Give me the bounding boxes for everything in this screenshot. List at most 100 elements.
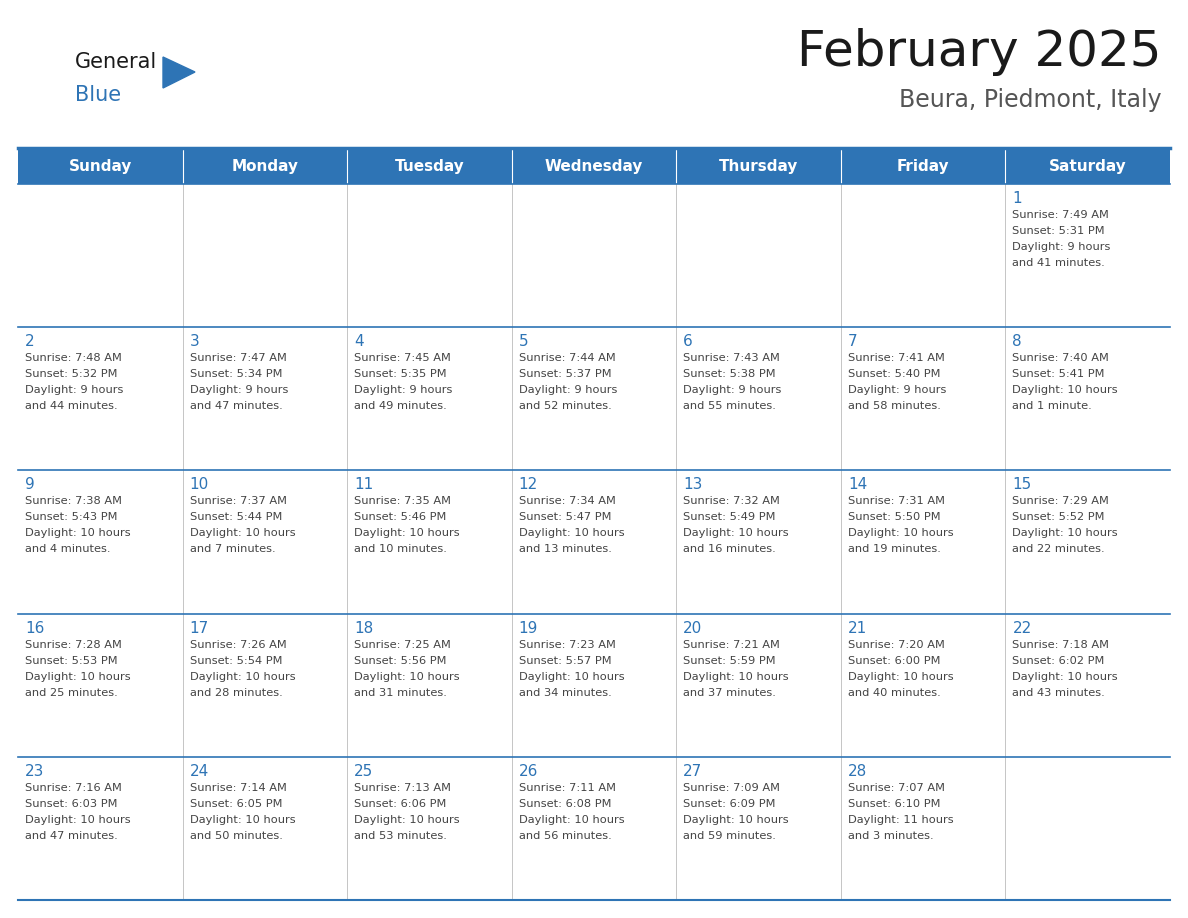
Text: 4: 4 (354, 334, 364, 349)
Text: Saturday: Saturday (1049, 159, 1126, 174)
Text: Sunset: 6:10 PM: Sunset: 6:10 PM (848, 799, 941, 809)
Text: Sunset: 5:31 PM: Sunset: 5:31 PM (1012, 226, 1105, 236)
Text: 13: 13 (683, 477, 702, 492)
Text: and 37 minutes.: and 37 minutes. (683, 688, 776, 698)
Text: 24: 24 (190, 764, 209, 778)
Text: Daylight: 9 hours: Daylight: 9 hours (848, 386, 946, 396)
Text: Daylight: 9 hours: Daylight: 9 hours (354, 386, 453, 396)
Text: 19: 19 (519, 621, 538, 635)
Text: Sunset: 5:40 PM: Sunset: 5:40 PM (848, 369, 941, 379)
Bar (676, 148, 841, 184)
Text: Sunset: 5:59 PM: Sunset: 5:59 PM (683, 655, 776, 666)
Bar (347, 184, 512, 327)
Text: Sunrise: 7:16 AM: Sunrise: 7:16 AM (25, 783, 122, 793)
Text: Sunrise: 7:37 AM: Sunrise: 7:37 AM (190, 497, 286, 507)
Bar (841, 148, 1005, 184)
Text: and 58 minutes.: and 58 minutes. (848, 401, 941, 411)
Text: Daylight: 11 hours: Daylight: 11 hours (848, 815, 954, 824)
Text: and 7 minutes.: and 7 minutes. (190, 544, 276, 554)
Bar (1005, 470, 1170, 613)
Bar (841, 470, 1005, 613)
Text: Daylight: 10 hours: Daylight: 10 hours (190, 529, 295, 538)
Bar (347, 148, 512, 184)
Text: Sunrise: 7:44 AM: Sunrise: 7:44 AM (519, 353, 615, 364)
Bar (183, 184, 347, 327)
Text: Daylight: 10 hours: Daylight: 10 hours (519, 815, 625, 824)
Text: and 4 minutes.: and 4 minutes. (25, 544, 110, 554)
Text: Sunday: Sunday (69, 159, 132, 174)
Text: Sunset: 6:06 PM: Sunset: 6:06 PM (354, 799, 447, 809)
Bar (841, 327, 1005, 470)
Text: Tuesday: Tuesday (394, 159, 465, 174)
Text: Sunrise: 7:48 AM: Sunrise: 7:48 AM (25, 353, 122, 364)
Bar (183, 148, 347, 184)
Text: Daylight: 10 hours: Daylight: 10 hours (25, 529, 131, 538)
Text: and 49 minutes.: and 49 minutes. (354, 401, 447, 411)
Text: Daylight: 9 hours: Daylight: 9 hours (1012, 242, 1111, 252)
Text: and 52 minutes.: and 52 minutes. (519, 401, 612, 411)
Text: 22: 22 (1012, 621, 1031, 635)
Text: Sunset: 5:56 PM: Sunset: 5:56 PM (354, 655, 447, 666)
Text: February 2025: February 2025 (797, 28, 1162, 76)
Text: and 10 minutes.: and 10 minutes. (354, 544, 447, 554)
Text: Daylight: 10 hours: Daylight: 10 hours (683, 815, 789, 824)
Text: Daylight: 10 hours: Daylight: 10 hours (190, 815, 295, 824)
Text: Sunrise: 7:43 AM: Sunrise: 7:43 AM (683, 353, 781, 364)
Bar (676, 184, 841, 327)
Bar (347, 613, 512, 756)
Text: 15: 15 (1012, 477, 1031, 492)
Text: Blue: Blue (75, 85, 121, 105)
Text: Sunrise: 7:49 AM: Sunrise: 7:49 AM (1012, 210, 1110, 220)
Text: Sunrise: 7:28 AM: Sunrise: 7:28 AM (25, 640, 122, 650)
Text: and 19 minutes.: and 19 minutes. (848, 544, 941, 554)
Text: Sunset: 5:52 PM: Sunset: 5:52 PM (1012, 512, 1105, 522)
Text: Sunrise: 7:29 AM: Sunrise: 7:29 AM (1012, 497, 1110, 507)
Text: and 56 minutes.: and 56 minutes. (519, 831, 612, 841)
Text: 5: 5 (519, 334, 529, 349)
Text: Sunrise: 7:20 AM: Sunrise: 7:20 AM (848, 640, 944, 650)
Text: 23: 23 (25, 764, 44, 778)
Text: Sunset: 5:34 PM: Sunset: 5:34 PM (190, 369, 282, 379)
Text: Friday: Friday (897, 159, 949, 174)
Bar (183, 327, 347, 470)
Text: Sunset: 5:47 PM: Sunset: 5:47 PM (519, 512, 611, 522)
Text: and 25 minutes.: and 25 minutes. (25, 688, 118, 698)
Text: Sunset: 5:50 PM: Sunset: 5:50 PM (848, 512, 941, 522)
Text: and 47 minutes.: and 47 minutes. (25, 831, 118, 841)
Text: 1: 1 (1012, 191, 1022, 206)
Text: Sunrise: 7:47 AM: Sunrise: 7:47 AM (190, 353, 286, 364)
Text: Daylight: 10 hours: Daylight: 10 hours (354, 672, 460, 681)
Text: Daylight: 10 hours: Daylight: 10 hours (1012, 672, 1118, 681)
Text: 6: 6 (683, 334, 693, 349)
Bar (183, 470, 347, 613)
Text: Sunrise: 7:18 AM: Sunrise: 7:18 AM (1012, 640, 1110, 650)
Text: Sunrise: 7:38 AM: Sunrise: 7:38 AM (25, 497, 122, 507)
Text: Beura, Piedmont, Italy: Beura, Piedmont, Italy (899, 88, 1162, 112)
Text: Daylight: 10 hours: Daylight: 10 hours (683, 672, 789, 681)
Text: Sunrise: 7:40 AM: Sunrise: 7:40 AM (1012, 353, 1110, 364)
Text: and 43 minutes.: and 43 minutes. (1012, 688, 1105, 698)
Bar (1005, 613, 1170, 756)
Text: Sunset: 5:32 PM: Sunset: 5:32 PM (25, 369, 118, 379)
Text: Daylight: 10 hours: Daylight: 10 hours (354, 815, 460, 824)
Text: Daylight: 10 hours: Daylight: 10 hours (519, 529, 625, 538)
Text: Sunset: 5:37 PM: Sunset: 5:37 PM (519, 369, 612, 379)
Bar (18, 327, 183, 470)
Text: Sunset: 5:53 PM: Sunset: 5:53 PM (25, 655, 118, 666)
Bar (347, 327, 512, 470)
Text: Sunset: 6:08 PM: Sunset: 6:08 PM (519, 799, 611, 809)
Text: Sunrise: 7:35 AM: Sunrise: 7:35 AM (354, 497, 451, 507)
Text: 21: 21 (848, 621, 867, 635)
Bar (1005, 148, 1170, 184)
Text: 3: 3 (190, 334, 200, 349)
Text: Sunrise: 7:41 AM: Sunrise: 7:41 AM (848, 353, 944, 364)
Text: and 34 minutes.: and 34 minutes. (519, 688, 612, 698)
Text: Sunset: 6:03 PM: Sunset: 6:03 PM (25, 799, 118, 809)
Bar (512, 470, 676, 613)
Text: 8: 8 (1012, 334, 1022, 349)
Bar (512, 327, 676, 470)
Text: and 31 minutes.: and 31 minutes. (354, 688, 447, 698)
Text: 11: 11 (354, 477, 373, 492)
Text: and 22 minutes.: and 22 minutes. (1012, 544, 1105, 554)
Bar (676, 327, 841, 470)
